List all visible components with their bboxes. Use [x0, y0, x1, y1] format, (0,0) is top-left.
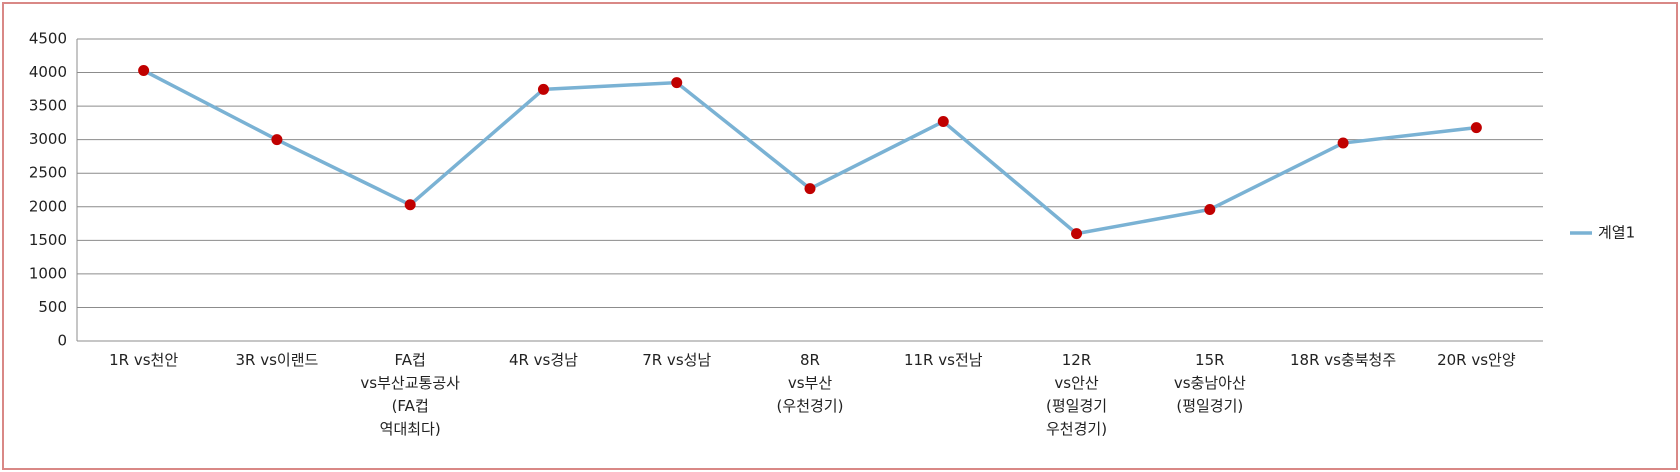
- data-point: [404, 199, 416, 211]
- x-tick-label: FA컵 vs부산교통공사 (FA컵 역대최다): [360, 351, 460, 438]
- x-tick-label: 15R vs충남아산 (평일경기): [1173, 351, 1246, 415]
- data-point: [804, 183, 816, 195]
- x-tick-label: 20R vs안양: [1437, 351, 1516, 369]
- data-point: [1337, 137, 1349, 149]
- y-tick-label: 4500: [29, 30, 67, 48]
- y-tick-label: 1000: [29, 264, 67, 282]
- legend-label: 계열1: [1598, 224, 1635, 242]
- y-tick-label: 500: [38, 298, 67, 316]
- data-point: [1071, 228, 1083, 240]
- x-tick-label: 7R vs성남: [642, 351, 712, 369]
- data-point: [1204, 203, 1216, 215]
- x-tick-label: 1R vs천안: [109, 351, 179, 369]
- y-tick-label: 2500: [29, 164, 67, 182]
- y-tick-label: 1500: [29, 231, 67, 249]
- data-point: [937, 116, 949, 128]
- y-tick-label: 3000: [29, 130, 67, 148]
- x-tick-label: 18R vs충북청주: [1289, 351, 1397, 369]
- y-tick-label: 0: [57, 332, 67, 350]
- data-point: [1470, 122, 1482, 134]
- data-point: [138, 65, 150, 77]
- x-tick-label: 12R vs안산 (평일경기 우천경기): [1046, 351, 1108, 438]
- x-tick-label: 3R vs이랜드: [235, 351, 319, 369]
- x-tick-label: 8R vs부산 (우천경기): [776, 351, 844, 415]
- y-tick-label: 4000: [29, 63, 67, 81]
- y-tick-label: 3500: [29, 97, 67, 115]
- y-tick-label: 2000: [29, 197, 67, 215]
- x-tick-label: 4R vs경남: [508, 351, 578, 369]
- data-point: [671, 77, 683, 89]
- x-tick-label: 11R vs전남: [903, 351, 983, 369]
- series-line: [142, 68, 1477, 236]
- data-point: [271, 134, 283, 146]
- data-point: [537, 83, 549, 95]
